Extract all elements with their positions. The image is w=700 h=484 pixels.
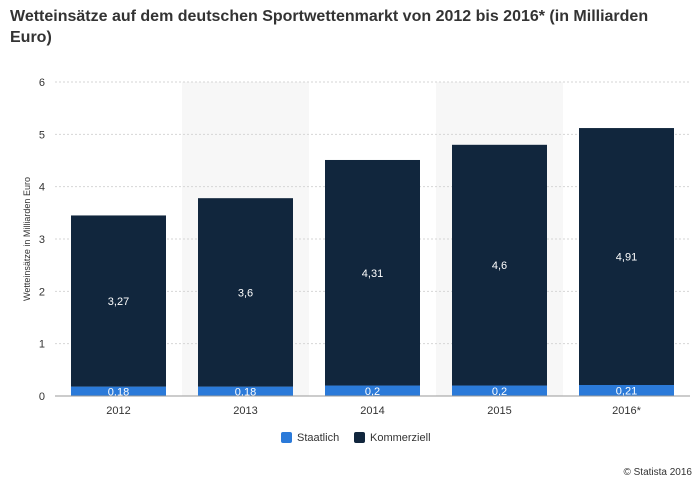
x-tick-label: 2015	[487, 405, 511, 417]
x-tick-label: 2014	[360, 405, 384, 417]
bar-kommerziell	[325, 159, 420, 386]
y-tick-label: 3	[39, 234, 45, 246]
data-label: 0,21	[616, 386, 637, 398]
x-tick-label: 2013	[233, 405, 257, 417]
data-label: 0,2	[365, 386, 380, 398]
data-label: 0,2	[492, 386, 507, 398]
y-axis-label: Wetteinsätze in Milliarden Euro	[22, 177, 32, 301]
chart-title: Wetteinsätze auf dem deutschen Sportwett…	[10, 8, 649, 46]
data-label: 3,27	[108, 296, 129, 308]
x-tick-label: 2016*	[612, 405, 641, 417]
bar-staatlich	[325, 385, 420, 396]
bar-staatlich	[452, 385, 547, 396]
bar-kommerziell	[452, 144, 547, 386]
y-tick-label: 4	[39, 182, 45, 194]
x-tick-label: 2012	[106, 405, 130, 417]
legend-swatch-staatlich	[281, 432, 292, 443]
copyright-notice: © Statista 2016	[623, 467, 692, 478]
legend-label-staatlich: Staatlich	[297, 432, 339, 444]
bar-staatlich	[198, 386, 293, 396]
data-label: 4,6	[492, 260, 507, 272]
legend-swatch-kommerziell	[354, 432, 365, 443]
data-label: 3,6	[238, 287, 253, 299]
data-label: 4,91	[616, 252, 637, 264]
y-tick-label: 2	[39, 286, 45, 298]
data-label: 0,18	[235, 386, 256, 398]
y-tick-label: 6	[39, 77, 45, 89]
y-tick-label: 0	[39, 391, 45, 403]
bar-kommerziell	[71, 215, 166, 387]
bar-kommerziell	[198, 198, 293, 387]
data-label: 4,31	[362, 268, 383, 280]
y-tick-label: 5	[39, 129, 45, 141]
bar-staatlich	[579, 385, 674, 396]
y-tick-label: 1	[39, 339, 45, 351]
bar-staatlich	[71, 386, 166, 396]
legend-label-kommerziell: Kommerziell	[370, 432, 431, 444]
data-label: 0,18	[108, 386, 129, 398]
bar-kommerziell	[579, 128, 674, 386]
